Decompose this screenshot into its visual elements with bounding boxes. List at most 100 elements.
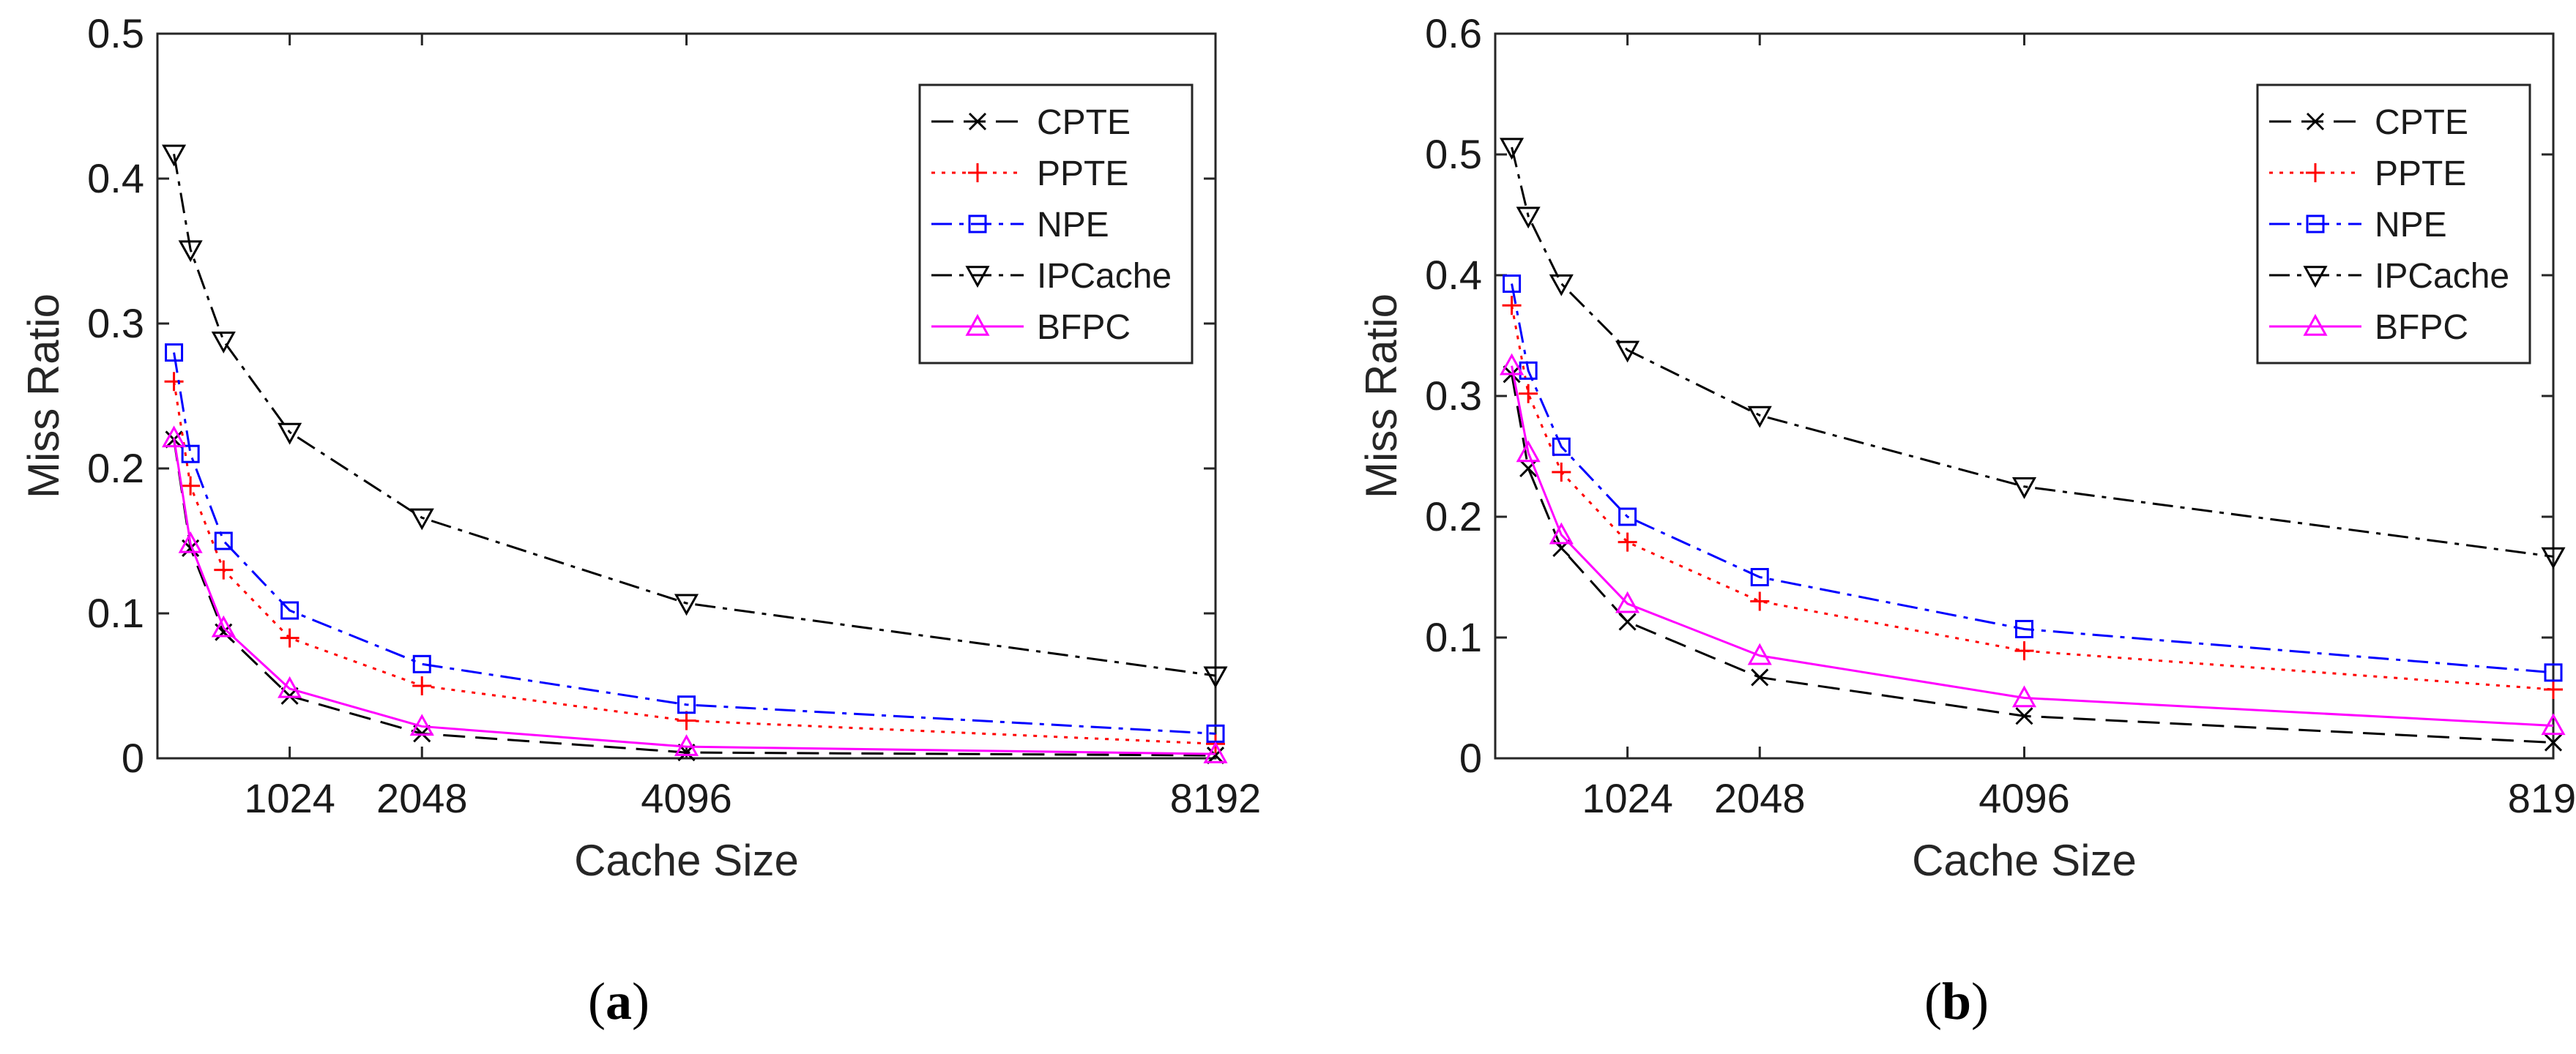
legend-box: [918, 83, 1194, 365]
legend-marker-ipcache: [965, 266, 990, 288]
legend: CPTE PPTE NPE IPCache BFPC: [2256, 83, 2531, 365]
series-ipcache-point: [178, 240, 203, 263]
series-bfpc-point: [1615, 591, 1640, 613]
series-ppte: [1502, 296, 2563, 699]
panel-label-letter: b: [1942, 972, 1971, 1031]
x-tick-label: 1024: [1582, 775, 1673, 821]
x-tick-label: 4096: [641, 775, 732, 821]
panel-label-close: ): [632, 972, 649, 1031]
legend-entry-ppte: PPTE: [1037, 154, 1128, 193]
y-tick-label: 0.5: [87, 10, 144, 56]
y-tick-label: 0.3: [1425, 373, 1482, 419]
legend-marker-cpte: [968, 112, 987, 131]
x-tick-label: 8192: [2508, 775, 2576, 821]
series-ppte-point: [1552, 462, 1571, 482]
y-tick-label: 0.4: [87, 155, 144, 201]
series-ppte-point: [181, 476, 201, 496]
y-tick-label: 0: [1459, 735, 1482, 781]
series-ipcache-point: [1500, 138, 1525, 160]
series-ppte: [164, 372, 1225, 754]
series-npe-point: [214, 531, 233, 550]
legend-marker-bfpc: [965, 313, 990, 336]
series-bfpc-line: [1511, 365, 2554, 727]
series-bfpc-point: [2011, 685, 2037, 708]
panel-label-close: ): [1971, 972, 1989, 1031]
series-cpte-point: [1206, 746, 1225, 765]
series-bfpc-point: [1500, 353, 1525, 375]
legend-entry-ipcache: IPCache: [1037, 257, 1172, 296]
series-npe-point: [181, 444, 200, 463]
series-ipcache-point: [1549, 274, 1574, 296]
y-tick-label: 0.3: [87, 300, 144, 346]
legend-marker-ppte: [2306, 163, 2325, 182]
series-ipcache-point: [211, 332, 236, 354]
series-bfpc-point: [1549, 522, 1574, 545]
series-bfpc-point: [162, 425, 187, 448]
series-ipcache-point: [2541, 547, 2566, 569]
series-npe-point: [1618, 507, 1637, 526]
series-ppte-point: [280, 628, 299, 648]
series-npe-point: [280, 601, 299, 620]
legend: CPTE PPTE NPE IPCache BFPC: [918, 83, 1194, 365]
legend-marker-npe: [2306, 214, 2325, 233]
series-ppte-point: [214, 560, 234, 580]
series-ppte-point: [2014, 641, 2034, 661]
series-bfpc: [1500, 353, 2566, 736]
series-ipcache-point: [162, 144, 187, 167]
legend-marker-cpte: [2306, 112, 2325, 131]
legend-entry-ipcache: IPCache: [2375, 257, 2509, 296]
series-ipcache: [1500, 138, 2566, 569]
series-bfpc: [162, 425, 1228, 763]
series-ppte-point: [164, 372, 184, 392]
legend-marker-npe: [968, 214, 987, 233]
y-axis-title: Miss Ratio: [1357, 294, 1406, 498]
series-bfpc-point: [178, 531, 203, 553]
series-ipcache-point: [1516, 206, 1541, 229]
series-ipcache-point: [2011, 477, 2037, 499]
y-tick-label: 0.2: [1425, 493, 1482, 539]
series-ipcache-point: [1203, 666, 1228, 689]
series-bfpc-line: [173, 438, 1216, 755]
legend-entry-bfpc: BFPC: [2375, 308, 2468, 347]
legend-marker-ipcache: [2303, 266, 2328, 288]
series-ipcache-point: [1747, 405, 1772, 428]
panel-label-letter: a: [606, 972, 632, 1031]
legend-entry-ppte: PPTE: [2375, 154, 2466, 193]
panel-label-open: (: [1924, 972, 1942, 1031]
x-axis-title: Cache Size: [1912, 836, 2137, 885]
series-ipcache: [162, 144, 1228, 689]
series-bfpc-point: [674, 734, 699, 756]
series-ppte-point: [677, 711, 696, 730]
series-cpte-point: [1618, 613, 1637, 631]
series-bfpc-point: [211, 615, 236, 638]
legend-marker-bfpc: [2303, 313, 2328, 336]
chart-b: 0 0.1 0.2 0.3 0.4 0.5 0.6 1024 2048 4096 8192 Cache…: [1357, 10, 2576, 1031]
series-bfpc-point: [409, 714, 434, 736]
series-npe: [1503, 274, 2563, 682]
series-npe-point: [2544, 663, 2563, 682]
series-ppte-point: [2544, 679, 2563, 699]
y-axis-title: Miss Ratio: [19, 294, 68, 498]
series-ppte-point: [1502, 296, 1522, 315]
series-bfpc-point: [278, 676, 302, 698]
series-npe-point: [677, 695, 696, 714]
y-tick-label: 0.2: [87, 445, 144, 491]
y-tick-label: 0: [122, 735, 144, 781]
series-npe-line: [1511, 283, 2554, 674]
series-cpte-point: [2544, 733, 2563, 752]
series-ipcache-point: [409, 508, 434, 531]
series-ipcache-line: [1511, 146, 2554, 558]
x-tick-label: 1024: [244, 775, 335, 821]
series-npe: [165, 343, 1225, 743]
panel-label: (b): [1924, 972, 1989, 1031]
legend-entry-npe: NPE: [2375, 206, 2447, 244]
series-cpte-point: [1519, 459, 1538, 478]
series-cpte-point: [1751, 668, 1769, 687]
x-tick-label: 2048: [376, 775, 468, 821]
series-ipcache-line: [173, 154, 1216, 677]
legend-box: [2256, 83, 2531, 365]
series-npe-line: [173, 352, 1216, 735]
panel-label-open: (: [588, 972, 606, 1031]
chart-a: 0 0.1 0.2 0.3 0.4 0.5 1024 2048 4096 8192 Cache Si…: [19, 10, 1261, 1031]
